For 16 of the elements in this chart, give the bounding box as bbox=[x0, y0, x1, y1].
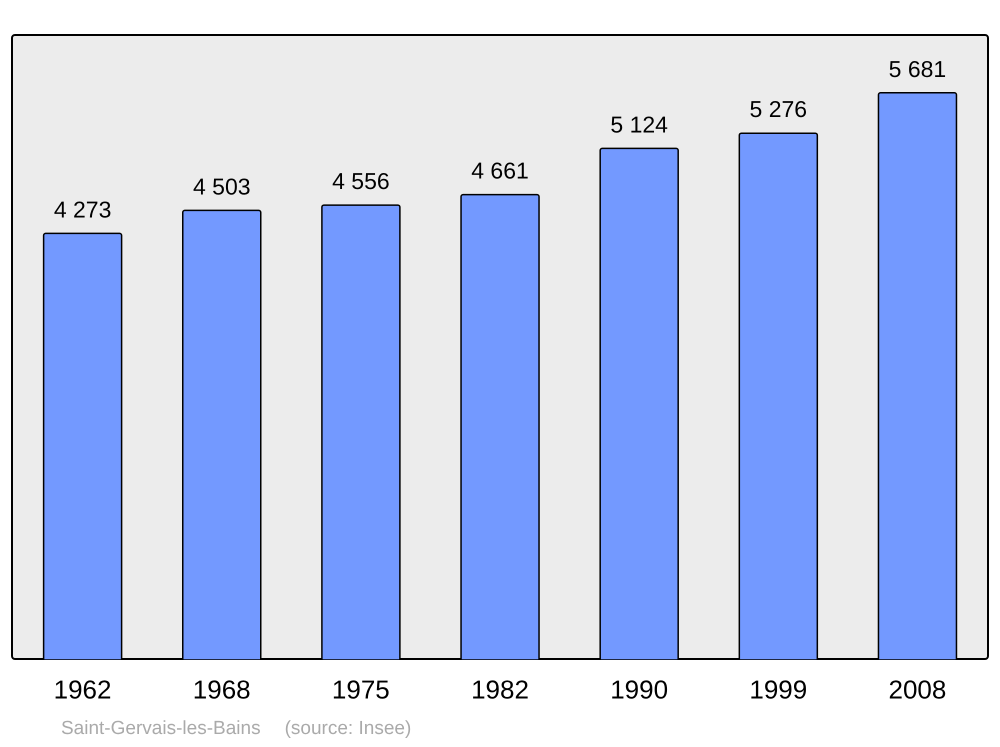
x-tick-label: 1982 bbox=[471, 674, 529, 704]
data-label: 4 273 bbox=[54, 196, 112, 222]
x-tick-label: 1975 bbox=[332, 674, 390, 704]
data-label: 5 681 bbox=[888, 56, 946, 82]
data-label: 4 556 bbox=[332, 168, 390, 194]
data-label: 5 276 bbox=[750, 96, 808, 122]
text: (source: Insee) bbox=[284, 718, 412, 739]
text: Saint-Gervais-les-Bains bbox=[61, 718, 261, 739]
x-tick-label: 1990 bbox=[610, 674, 668, 704]
x-tick-label: 1999 bbox=[749, 674, 808, 704]
data-label: 4 503 bbox=[192, 173, 251, 200]
data-label: 4 661 bbox=[471, 158, 529, 184]
x-tick-label: 1968 bbox=[192, 674, 251, 704]
x-tick-label: 2008 bbox=[888, 674, 946, 704]
data-label: 5 124 bbox=[610, 111, 668, 138]
x-tick-label: 1962 bbox=[54, 674, 112, 704]
